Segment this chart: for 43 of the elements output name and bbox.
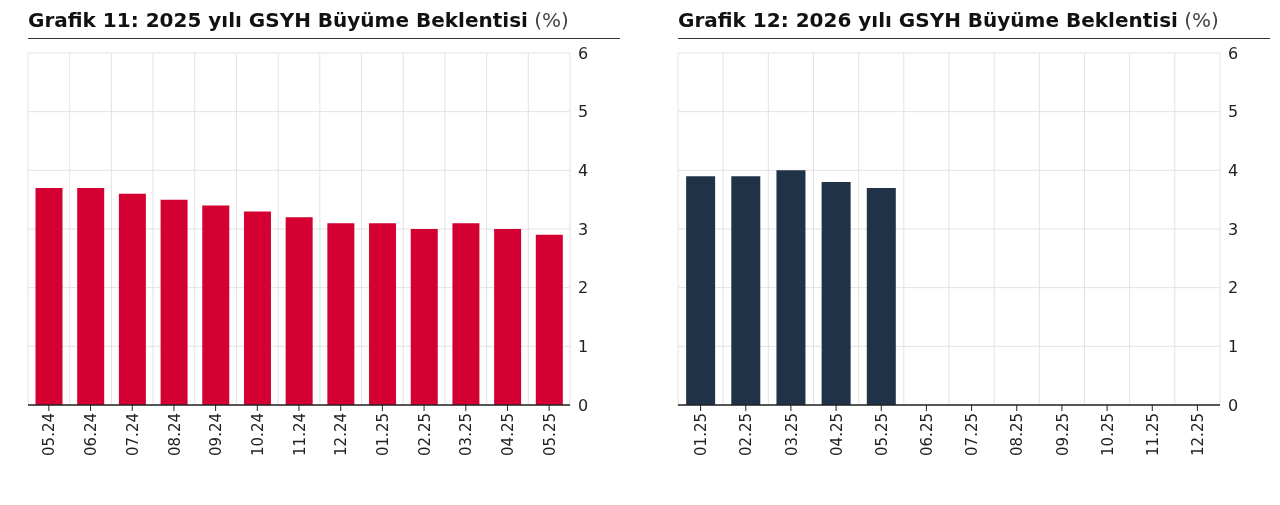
x-tick-label: 10.24 (248, 413, 267, 456)
y-tick-label: 0 (1228, 395, 1239, 415)
x-tick-label: 11.24 (290, 413, 309, 456)
x-tick-label: 07.24 (123, 413, 142, 456)
x-tick-label: 02.25 (415, 413, 434, 456)
x-tick-label: 03.25 (782, 413, 801, 456)
y-tick-label: 6 (1228, 43, 1239, 63)
x-tick-label: 01.25 (374, 413, 393, 456)
x-tick-label: 05.25 (872, 413, 891, 456)
x-tick-label: 03.25 (457, 413, 476, 456)
y-axis-title: (%) (533, 8, 569, 32)
x-tick-label: 08.24 (165, 413, 184, 456)
y-tick-label: 4 (1228, 161, 1239, 181)
y-tick-label: 1 (578, 337, 589, 357)
x-tick-label: 09.24 (207, 413, 226, 456)
x-tick-label: 04.25 (499, 413, 518, 456)
y-tick-label: 3 (1228, 219, 1239, 239)
x-tick-label: 07.25 (963, 413, 982, 456)
y-tick-label: 6 (578, 43, 589, 63)
x-tick-label: 12.24 (332, 413, 351, 456)
y-tick-label: 2 (1228, 278, 1239, 298)
x-tick-label: 04.25 (827, 413, 846, 456)
chart-title: Grafik 12: 2026 yılı GSYH Büyüme Beklentisi (678, 8, 1178, 32)
y-tick-label: 3 (578, 219, 589, 239)
y-tick-label: 4 (578, 161, 589, 181)
x-tick-label: 05.25 (540, 413, 559, 456)
chart-title: Grafik 11: 2025 yılı GSYH Büyüme Beklentisi (28, 8, 528, 32)
x-tick-label: 08.25 (1008, 413, 1027, 456)
x-tick-label: 09.25 (1053, 413, 1072, 456)
x-tick-label: 02.25 (737, 413, 756, 456)
y-tick-label: 5 (1228, 102, 1239, 122)
y-tick-label: 0 (578, 395, 589, 415)
x-tick-label: 05.24 (40, 413, 59, 456)
x-tick-label: 01.25 (692, 413, 711, 456)
x-tick-label: 06.25 (918, 413, 937, 456)
x-tick-label: 12.25 (1189, 413, 1208, 456)
y-tick-label: 2 (578, 278, 589, 298)
y-tick-label: 1 (1228, 337, 1239, 357)
x-tick-label: 11.25 (1143, 413, 1162, 456)
y-axis-title: (%) (1183, 8, 1219, 32)
x-tick-label: 06.24 (82, 413, 101, 456)
x-tick-label: 10.25 (1098, 413, 1117, 456)
y-tick-label: 5 (578, 102, 589, 122)
